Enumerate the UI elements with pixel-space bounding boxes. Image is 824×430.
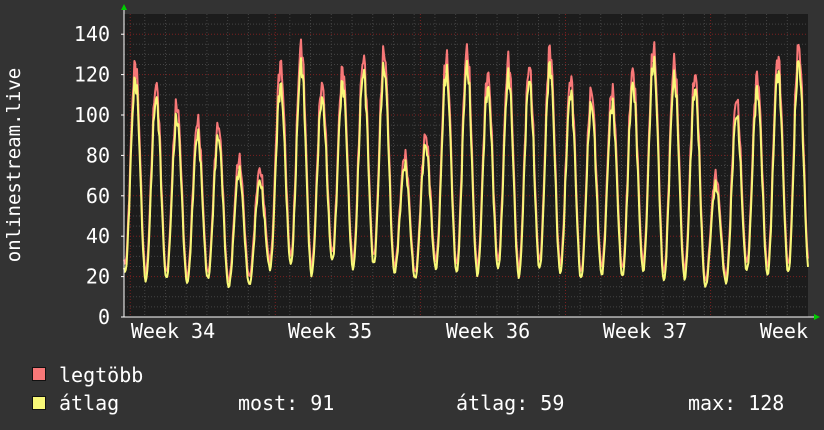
x-tick-label: Week 34 <box>131 319 215 343</box>
y-tick-label: 140 <box>74 22 110 46</box>
stat-maximum: max: 128 <box>688 391 785 415</box>
grid <box>124 14 808 317</box>
y-tick-labels: 0 20 40 60 80 100 120 140 <box>74 22 110 329</box>
y-tick-label: 40 <box>86 224 110 248</box>
stat-current: most: 91 <box>238 391 335 415</box>
x-tick-label: Week <box>760 319 808 343</box>
series-line-group <box>123 38 809 289</box>
y-tick-label: 80 <box>86 143 110 167</box>
x-tick-label: Week 36 <box>446 319 530 343</box>
y-axis-label: onlinestream.live <box>3 68 25 262</box>
x-tick-label: Week 35 <box>288 319 372 343</box>
y-tick-label: 0 <box>98 305 110 329</box>
legend-avg-swatch <box>32 396 46 410</box>
y-tick-label: 100 <box>74 103 110 127</box>
stat-average: átlag: 59 <box>456 391 565 415</box>
legend-max-label: legtöbb <box>59 363 144 387</box>
x-axis-arrow-icon <box>814 314 820 320</box>
x-tick-label: Week 37 <box>603 319 687 343</box>
series-line-max <box>123 38 809 283</box>
y-axis-arrow-icon <box>121 4 127 10</box>
y-tick-label: 60 <box>86 184 110 208</box>
axes <box>121 4 820 320</box>
y-tick-label: 20 <box>86 265 110 289</box>
x-tick-labels: Week 34 Week 35 Week 36 Week 37 Week <box>131 319 808 343</box>
series-line-avg <box>123 55 809 289</box>
y-tick-label: 120 <box>74 63 110 87</box>
traffic-chart: 0 20 40 60 80 100 120 140 Week 34 Week 35 Week 36… <box>3 4 820 343</box>
legend-avg-label: átlag <box>59 391 120 415</box>
legend-max-swatch <box>32 367 46 381</box>
